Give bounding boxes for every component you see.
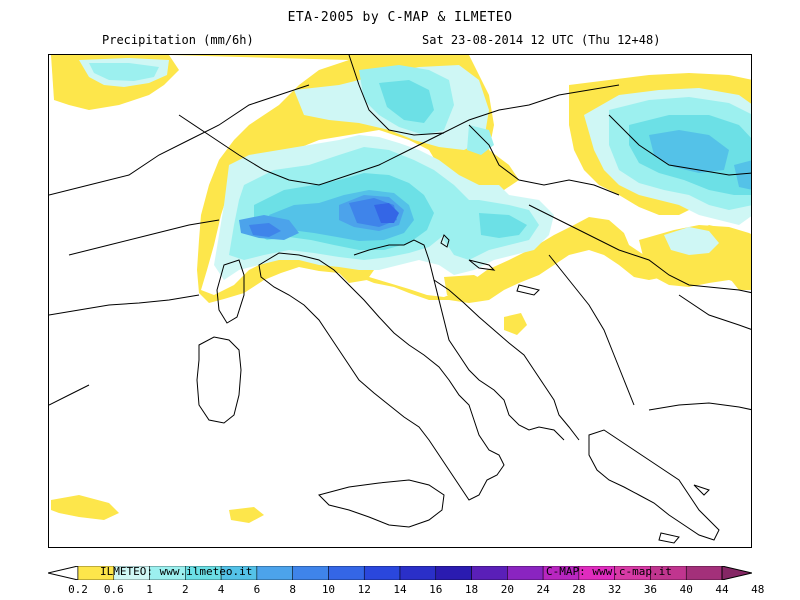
- precipitation-colorbar: [48, 566, 752, 580]
- variable-label: Precipitation (mm/6h): [102, 33, 254, 47]
- colorbar-segment: [507, 566, 544, 580]
- colorbar-tick-label: 18: [464, 583, 479, 596]
- map-title: ETA-2005 by C-MAP & ILMETEO: [287, 10, 513, 25]
- cmap-credit: C-MAP: www.c-map.it: [546, 565, 672, 578]
- colorbar-tick-label: 40: [679, 583, 693, 596]
- colorbar-tick-label: 48: [751, 583, 765, 596]
- colorbar-segment: [471, 566, 508, 580]
- colorbar-tick-label: 6: [253, 583, 261, 596]
- colorbar-segment: [328, 566, 365, 580]
- colorbar-tick-label: 0.6: [103, 583, 124, 596]
- colorbar-segment: [292, 566, 329, 580]
- colorbar-tick-label: 24: [536, 583, 550, 596]
- colorbar-tick-label: 8: [289, 583, 296, 596]
- colorbar-tick-label: 28: [572, 583, 586, 596]
- colorbar-tick-label: 20: [500, 583, 514, 596]
- colorbar-tick-label: 14: [393, 583, 407, 596]
- precipitation-map: [48, 54, 752, 548]
- colorbar-tick-label: 44: [715, 583, 729, 596]
- colorbar-tick-label: 0.2: [68, 583, 88, 596]
- colorbar-segment: [363, 566, 401, 580]
- ilmeteo-credit: ILMETEO: www.ilmeteo.it: [100, 565, 253, 578]
- colorbar-tick-label: 1: [146, 583, 153, 596]
- colorbar-segment: [435, 566, 472, 580]
- colorbar-tick-label: 10: [321, 583, 336, 596]
- colorbar-tick-label: 16: [429, 583, 443, 596]
- colorbar-segment: [685, 566, 723, 580]
- colorbar-high-arrow: [721, 566, 752, 580]
- colorbar-segment: [399, 566, 437, 580]
- precipitation-field: [51, 55, 751, 523]
- colorbar-tick-label: 2: [182, 583, 189, 596]
- coastlines-and-borders: [49, 55, 751, 544]
- colorbar-tick-label: 4: [217, 583, 225, 596]
- colorbar-tick-label: 12: [357, 583, 371, 596]
- colorbar-low-arrow: [48, 566, 79, 580]
- colorbar-tick-label: 36: [643, 583, 658, 596]
- colorbar-tick-label: 32: [608, 583, 622, 596]
- valid-time-label: Sat 23-08-2014 12 UTC (Thu 12+48): [422, 33, 661, 47]
- colorbar-segment: [256, 566, 293, 580]
